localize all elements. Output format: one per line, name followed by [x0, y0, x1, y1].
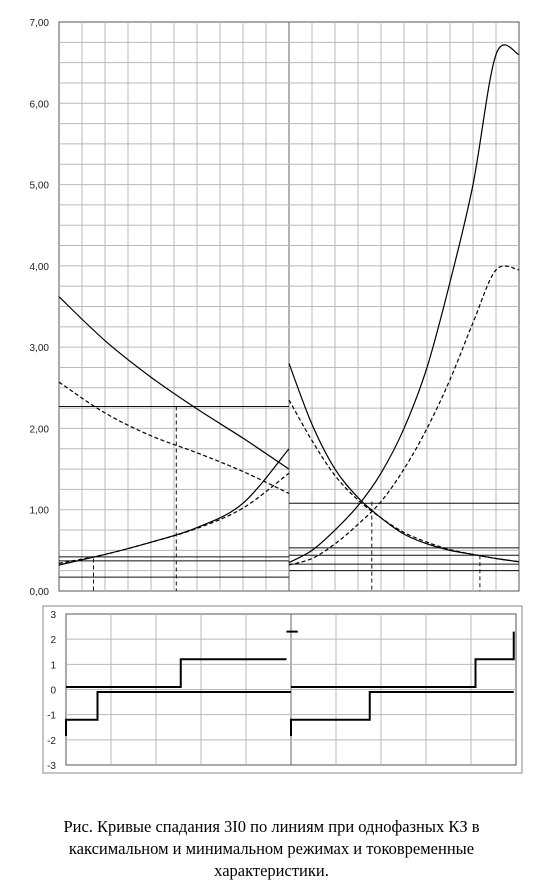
- y-tick-label: 2: [50, 635, 56, 646]
- step-characteristic-line: [66, 658, 287, 688]
- figure-caption: Рис. Кривые спадания 3I0 по линиям при о…: [20, 816, 523, 882]
- bottom-chart-marks: [65, 630, 515, 737]
- series-line-dashed: [58, 381, 290, 494]
- top-chart-marks: [58, 44, 520, 591]
- y-tick-label: 3: [50, 610, 56, 621]
- y-tick-label: 1: [50, 660, 56, 671]
- y-tick-label: -3: [47, 761, 56, 772]
- y-tick-label: 0: [50, 686, 56, 697]
- figure-canvas: 0,00 1,00 2,00 3,00 4,00 5,00 6,00 7,00 3 2 1 0 -1 -…: [30, 18, 523, 774]
- y-tick-label: 2,00: [30, 424, 50, 435]
- caption-line-3: характеристики.: [214, 861, 329, 880]
- y-tick-label: 3,00: [30, 343, 50, 354]
- top-chart-y-ticks: 0,00 1,00 2,00 3,00 4,00 5,00 6,00 7,00: [30, 18, 50, 598]
- y-tick-label: 5,00: [30, 181, 50, 192]
- series-line-dashed: [288, 265, 520, 566]
- series-line-dashed: [288, 399, 520, 563]
- top-chart: 0,00 1,00 2,00 3,00 4,00 5,00 6,00 7,00: [30, 18, 520, 598]
- y-tick-label: 6,00: [30, 99, 50, 110]
- series-line-solid: [58, 448, 290, 566]
- y-tick-label: 7,00: [30, 18, 50, 29]
- top-chart-grid: [59, 22, 519, 591]
- y-tick-label: 4,00: [30, 262, 50, 273]
- bottom-chart: 3 2 1 0 -1 -2 -3: [42, 605, 523, 774]
- series-line-solid: [288, 363, 520, 563]
- bottom-chart-y-ticks: 3 2 1 0 -1 -2 -3: [47, 610, 56, 772]
- bottom-chart-grid: [66, 614, 516, 765]
- series-line-dashed: [58, 472, 290, 564]
- y-tick-label: 1,00: [30, 506, 50, 517]
- step-characteristic-line: [290, 691, 514, 737]
- y-tick-label: -2: [47, 736, 56, 747]
- caption-line-1: Рис. Кривые спадания 3I0 по линиям при о…: [63, 817, 480, 836]
- step-characteristic-line: [65, 691, 291, 737]
- series-line-solid: [288, 44, 520, 564]
- y-tick-label: -1: [47, 711, 56, 722]
- series-line-solid: [58, 296, 290, 470]
- caption-line-2: каксимальном и минимальном режимах и ток…: [68, 839, 475, 858]
- step-characteristic-line: [291, 631, 515, 688]
- y-tick-label: 0,00: [30, 587, 50, 598]
